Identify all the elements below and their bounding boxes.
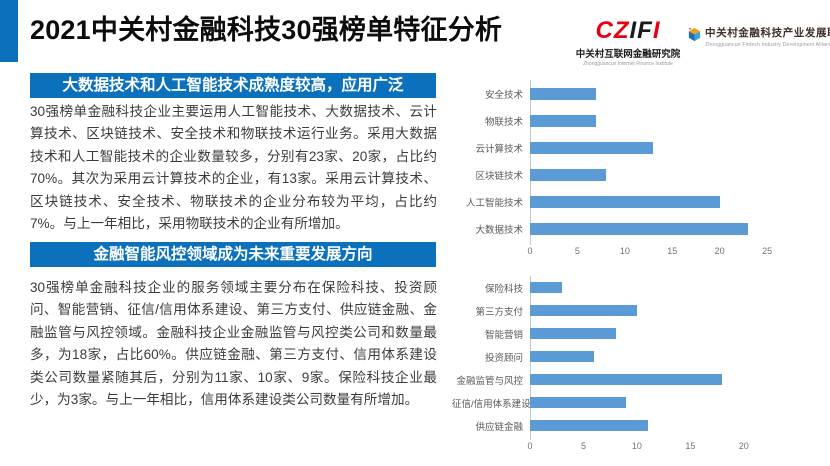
bar-track — [530, 391, 824, 414]
page-title: 2021中关村金融科技30强榜单特征分析 — [30, 15, 503, 45]
bar — [530, 420, 648, 431]
category-label: 征信/信用体系建设 — [452, 398, 531, 410]
bar-track — [530, 107, 824, 134]
chart-row: 金融监管与风控 — [452, 368, 824, 391]
x-tick-label: 25 — [762, 246, 773, 256]
bar — [530, 87, 597, 100]
title-accent-bar — [0, 0, 18, 62]
x-tick-label: 20 — [714, 246, 725, 256]
x-tick-label: 15 — [667, 246, 678, 256]
bar-track — [530, 161, 824, 188]
bar-track — [530, 299, 824, 322]
bar — [530, 374, 723, 385]
category-label: 第三方支付 — [475, 306, 523, 318]
alliance-name-en: Zhongguancun Fintech Industry Developmen… — [705, 42, 830, 48]
bar — [530, 305, 637, 316]
technology-bar-chart: 安全技术物联技术云计算技术区块链技术人工智能技术大数据技术 0 5 10 15 20 25 — [452, 80, 824, 258]
x-tick-label: 5 — [574, 246, 580, 256]
section-heading-technology: 大数据技术和人工智能技术成熟度较高，应用广泛 — [30, 73, 436, 98]
x-tick-label: 5 — [580, 441, 586, 451]
category-label: 云计算技术 — [475, 143, 523, 155]
x-axis: 0 5 10 15 20 25 — [527, 242, 824, 258]
bar — [530, 351, 595, 362]
bar — [530, 168, 606, 181]
chart-row: 大数据技术 — [452, 215, 824, 242]
chart-rows: 安全技术物联技术云计算技术区块链技术人工智能技术大数据技术 — [452, 80, 824, 242]
bar-track — [530, 414, 824, 437]
bar — [530, 282, 563, 293]
x-tick-label: 10 — [631, 441, 642, 451]
bar-track — [530, 276, 824, 299]
chart-row: 智能营销 — [452, 322, 824, 345]
bar-track — [530, 368, 824, 391]
category-label: 保险科技 — [484, 283, 523, 295]
bar-track — [530, 322, 824, 345]
alliance-logo: 中关村金融科技产业发展联盟 Zhongguancun Fintech Indus… — [687, 25, 830, 48]
x-tick-label: 10 — [619, 246, 630, 256]
czifi-wordmark: CZIFI — [572, 18, 684, 44]
x-tick-label: 15 — [685, 441, 696, 451]
chart-row: 投资顾问 — [452, 345, 824, 368]
chart-row: 区块链技术 — [452, 161, 824, 188]
chart-row: 云计算技术 — [452, 134, 824, 161]
cube-icon — [688, 27, 701, 42]
czifi-logo: CZIFI 中关村互联网金融研究院 Zhongguancun Internet … — [572, 18, 684, 68]
chart-row: 第三方支付 — [452, 299, 824, 322]
bar — [530, 141, 654, 154]
bar-track — [530, 80, 824, 107]
bar-track — [530, 345, 824, 368]
bar — [530, 114, 597, 127]
wordmark-letter: I — [629, 17, 638, 44]
category-label: 金融监管与风控 — [456, 375, 523, 387]
category-label: 大数据技术 — [475, 224, 523, 236]
category-label: 智能营销 — [484, 329, 523, 341]
category-label: 供应链金融 — [475, 421, 523, 433]
wordmark-letter: F — [637, 17, 653, 44]
bar — [530, 397, 627, 408]
bar — [530, 328, 616, 339]
category-label: 安全技术 — [484, 89, 523, 101]
bar-track — [530, 188, 824, 215]
category-label: 人工智能技术 — [465, 197, 523, 209]
x-tick-label: 20 — [738, 441, 749, 451]
bar-track — [530, 134, 824, 161]
section-heading-risk-control: 金融智能风控领域成为未来重要发展方向 — [30, 242, 436, 267]
wordmark-letter: Z — [613, 17, 630, 44]
bar-track — [530, 215, 824, 242]
chart-rows: 保险科技第三方支付智能营销投资顾问金融监管与风控 征信/信用体系建设供应链金融 — [452, 276, 824, 437]
czifi-institute-name-en: Zhongguancun Internet Finance Institute — [583, 61, 673, 67]
wordmark-letter: C — [595, 17, 614, 44]
x-tick-label: 0 — [527, 246, 533, 256]
x-axis: 0 5 10 15 20 — [527, 437, 824, 453]
chart-row: 物联技术 — [452, 107, 824, 134]
wordmark-letter: I — [652, 17, 661, 44]
chart-row: 供应链金融 — [452, 414, 824, 437]
alliance-name: 中关村金融科技产业发展联盟 — [705, 27, 830, 39]
czifi-institute-name: 中关村互联网金融研究院 — [575, 49, 681, 60]
section-body-technology: 30强榜单金融科技企业主要运用人工智能技术、大数据技术、云计算技术、区块链技术、… — [30, 104, 437, 232]
x-tick-label: 0 — [527, 441, 533, 451]
chart-row: 人工智能技术 — [452, 188, 824, 215]
chart-row: 征信/信用体系建设 — [452, 391, 824, 414]
chart-row: 安全技术 — [452, 80, 824, 107]
y-axis-line — [530, 80, 531, 245]
section-body-risk-control: 30强榜单金融科技企业的服务领域主要分布在保险科技、投资顾问、智能营销、征信/信… — [30, 280, 437, 408]
bar — [530, 222, 749, 235]
category-label: 投资顾问 — [484, 352, 523, 364]
service-field-bar-chart: 保险科技第三方支付智能营销投资顾问金融监管与风控 征信/信用体系建设供应链金融 0… — [452, 276, 824, 453]
chart-row: 保险科技 — [452, 276, 824, 299]
category-label: 区块链技术 — [475, 170, 523, 182]
category-label: 物联技术 — [484, 116, 523, 128]
bar — [530, 195, 720, 208]
alliance-text: 中关村金融科技产业发展联盟 Zhongguancun Fintech Indus… — [705, 25, 830, 48]
